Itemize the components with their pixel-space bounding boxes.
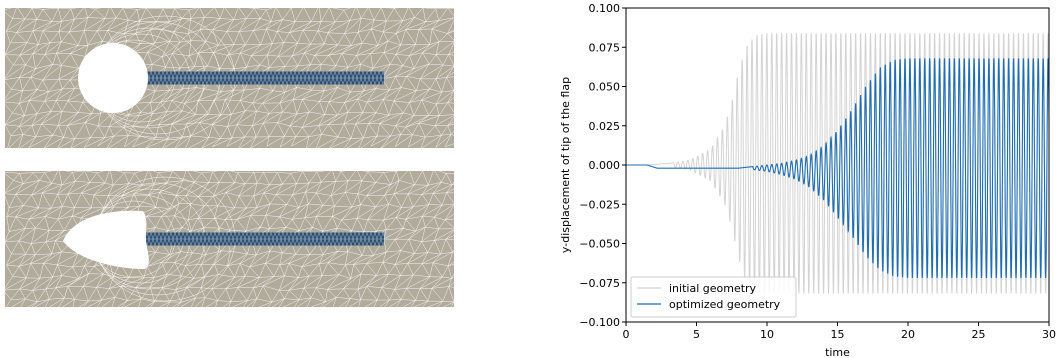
mesh-bottom-svg [5, 171, 454, 307]
y-tick-label: −0.075 [579, 277, 620, 290]
y-tick-label: −0.050 [579, 238, 620, 251]
x-axis-label: time [825, 346, 850, 358]
x-tick-label: 30 [1042, 328, 1056, 341]
y-tick-label: −0.100 [579, 316, 620, 329]
legend-box [630, 276, 797, 318]
series-line-optimized-geometry [626, 58, 1050, 279]
y-tick-label: 0.075 [589, 41, 621, 54]
x-tick-label: 15 [831, 328, 845, 341]
legend-label-optimized-geometry: optimized geometry [669, 298, 781, 311]
y-axis-label: y-displacement of tip of the flap [559, 77, 572, 253]
y-tick-label: 0.000 [589, 159, 621, 172]
y-tick-label: −0.025 [579, 198, 620, 211]
y-tick-label: 0.025 [589, 120, 621, 133]
series-layer [626, 33, 1050, 294]
x-tick-label: 20 [901, 328, 915, 341]
x-tick-label: 5 [693, 328, 700, 341]
mesh-top-svg [5, 8, 454, 148]
mesh-image-optimized-obstacle [5, 171, 454, 307]
y-tick-label: 0.100 [589, 2, 621, 15]
x-tick-label: 10 [760, 328, 774, 341]
x-tick-label: 0 [623, 328, 630, 341]
x-tick-label: 25 [972, 328, 986, 341]
y-tick-label: 0.050 [589, 81, 621, 94]
legend: initial geometry optimized geometry [630, 276, 797, 318]
legend-label-initial-geometry: initial geometry [669, 282, 757, 295]
mesh-image-circular-obstacle [5, 8, 454, 148]
ticks-layer: 0 5 10 15 20 25 30 −0.100 −0.075 −0.050 −0.025 0.00… [579, 2, 1056, 341]
